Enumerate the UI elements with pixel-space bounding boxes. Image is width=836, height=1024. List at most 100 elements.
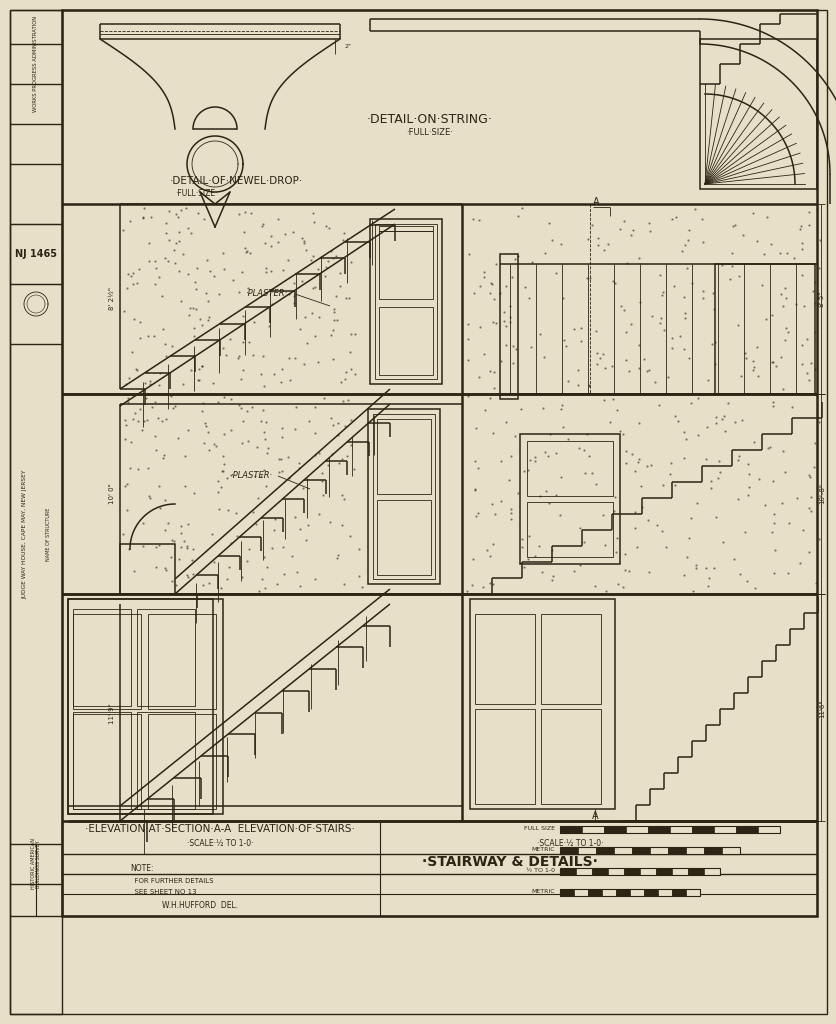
Point [802,500,815,516]
Point [151,411,165,427]
Point [487,380,500,396]
Point [158,493,171,509]
Point [502,298,516,314]
Point [654,310,667,327]
Point [515,200,528,216]
Point [264,262,278,279]
Point [252,583,265,599]
Point [273,451,287,467]
Point [620,255,634,271]
Point [497,303,510,319]
Point [681,221,695,238]
Point [255,217,268,233]
Bar [578,847,595,854]
Point [511,208,524,224]
Point [292,460,305,476]
Point [746,358,759,375]
Point [749,233,762,250]
Point [767,565,780,582]
Point [775,298,788,314]
Point [618,443,631,460]
Point [298,232,311,249]
Text: ·PLASTER·: ·PLASTER· [245,290,287,299]
Point [598,538,611,554]
Bar [527,441,612,496]
Point [308,214,321,230]
Point [554,236,568,252]
Point [484,275,497,292]
Point [511,484,524,501]
Point [166,399,179,416]
Point [281,252,294,268]
Point [301,517,314,534]
Point [166,572,179,589]
Point [153,500,166,516]
Point [696,283,709,299]
Bar [643,889,657,896]
Point [805,283,818,299]
Point [224,391,237,408]
Point [295,272,308,289]
Bar [559,847,739,854]
Point [767,515,780,531]
Point [161,253,175,269]
Point [324,445,338,462]
Point [305,280,319,296]
Point [148,328,161,344]
Point [152,537,166,553]
Point [726,551,740,567]
Text: A: A [591,811,598,821]
Point [486,537,499,553]
Point [133,313,146,330]
Point [174,202,187,218]
Point [803,503,817,519]
Point [650,517,663,534]
Point [217,261,231,278]
Point [621,563,635,580]
Point [522,290,535,306]
Point [672,328,686,344]
Point [248,468,262,484]
Point [808,294,821,310]
Point [237,224,251,241]
Point [123,213,136,229]
Point [199,418,212,434]
Point [752,470,765,486]
Point [694,211,707,227]
Point [297,234,310,251]
Point [461,331,474,347]
Point [602,414,615,430]
Point [701,578,714,594]
Point [712,464,726,480]
Point [344,412,357,428]
Point [515,530,528,547]
Point [149,442,162,459]
Point [716,534,729,550]
Bar [499,254,517,399]
Point [200,252,213,268]
Point [188,274,201,291]
Point [308,398,321,415]
Point [191,361,205,378]
Point [302,413,315,429]
Point [209,438,222,455]
Point [592,350,605,367]
Point [232,347,246,364]
Bar [148,714,216,809]
Point [234,400,247,417]
Point [677,305,691,322]
Point [466,211,480,227]
Point [123,460,136,476]
Point [195,317,208,334]
Point [655,523,668,540]
Bar [655,868,671,874]
Point [159,347,172,364]
Point [567,563,580,580]
Point [486,577,499,593]
Point [322,220,335,237]
Point [182,306,196,323]
Point [726,217,739,233]
Point [133,401,146,418]
Point [167,242,181,258]
Point [641,563,655,580]
